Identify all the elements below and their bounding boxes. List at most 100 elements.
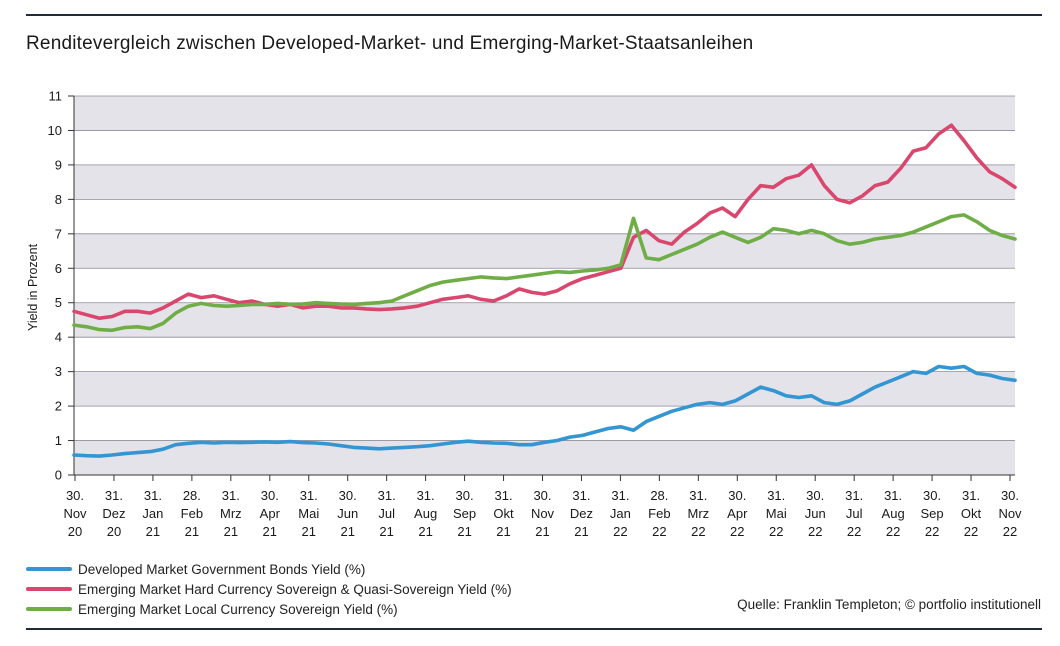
x-tick-label-line: 31. xyxy=(611,488,629,503)
x-tick-label-line: Apr xyxy=(727,506,748,521)
x-tick-label-line: Jan xyxy=(142,506,163,521)
x-tick-label-line: 21 xyxy=(457,524,471,539)
x-tick-label-line: 30. xyxy=(456,488,474,503)
x-tick-label-line: 31. xyxy=(105,488,123,503)
x-tick-label-line: 31. xyxy=(222,488,240,503)
x-tick-label-line: 31. xyxy=(572,488,590,503)
x-tick-label-line: 21 xyxy=(224,524,238,539)
x-tick-label-line: 31. xyxy=(378,488,396,503)
x-tick-label: 30. Nov 21 xyxy=(531,488,555,539)
x-tick-label-line: 31. xyxy=(884,488,902,503)
bottom-rule xyxy=(26,628,1042,630)
series-line-developed xyxy=(72,364,1017,458)
x-tick-label-line: 28. xyxy=(650,488,668,503)
y-tick-label: 4 xyxy=(55,330,62,345)
legend-item-developed: Developed Market Government Bonds Yield … xyxy=(26,559,512,579)
x-tick-label-line: Jul xyxy=(378,506,395,521)
x-tick-label-line: 21 xyxy=(496,524,510,539)
x-tick-label: 31. Okt 21 xyxy=(493,488,514,539)
x-tick-label-line: 31. xyxy=(144,488,162,503)
legend-item-em-hard: Emerging Market Hard Currency Sovereign … xyxy=(26,579,512,599)
x-tick-label-line: Dez xyxy=(570,506,593,521)
x-tick-label: 31. Aug 22 xyxy=(882,488,905,539)
x-tick-label: 28. Feb 22 xyxy=(648,488,670,539)
grid-band xyxy=(74,440,1015,475)
x-tick-label-line: 22 xyxy=(808,524,822,539)
series-line-em-hard xyxy=(72,123,1017,321)
y-tick-label: 3 xyxy=(55,364,62,379)
y-tick-label: 10 xyxy=(48,123,62,138)
x-tick-label-line: Jun xyxy=(805,506,826,521)
x-tick-label: 28. Feb 21 xyxy=(181,488,203,539)
x-tick-label-line: Mrz xyxy=(687,506,709,521)
legend-swatch-em-hard xyxy=(26,587,72,591)
x-tick-label-line: Sep xyxy=(453,506,476,521)
x-tick-label: 30. Sep 21 xyxy=(453,488,476,539)
x-tick-label-line: Nov xyxy=(63,506,87,521)
grid-band xyxy=(74,233,1015,269)
x-tick-label: 31. Mai 22 xyxy=(766,488,787,539)
legend: Developed Market Government Bonds Yield … xyxy=(26,559,512,619)
x-tick-label-line: 21 xyxy=(379,524,393,539)
x-tick-label-line: 31. xyxy=(495,488,513,503)
x-tick-label-line: 21 xyxy=(340,524,354,539)
grid-band xyxy=(74,406,1015,441)
x-tick-label-line: Aug xyxy=(414,506,437,521)
x-tick-label: 31. Mrz 21 xyxy=(220,488,242,539)
x-tick-label-line: 20 xyxy=(107,524,121,539)
grid-band xyxy=(74,96,1015,131)
x-tick-label: 30. Nov 20 xyxy=(63,488,87,539)
x-tick-label: 31. Jan 21 xyxy=(142,488,163,539)
x-tick-label: 30. Jun 22 xyxy=(805,488,826,539)
x-tick-label-line: 30. xyxy=(1001,488,1019,503)
y-tick-label: 1 xyxy=(55,433,62,448)
legend-swatch-em-local xyxy=(26,607,72,611)
x-tick-label-line: Feb xyxy=(181,506,203,521)
x-tick-label-line: Okt xyxy=(961,506,982,521)
x-tick-label: 31. Okt 22 xyxy=(961,488,982,539)
x-tick-label-line: 22 xyxy=(1003,524,1017,539)
x-tick-label-line: 21 xyxy=(185,524,199,539)
x-tick-label-line: 22 xyxy=(847,524,861,539)
grid-band xyxy=(74,199,1015,234)
y-tick-label: 5 xyxy=(55,295,62,310)
x-tick-label-line: Jun xyxy=(337,506,358,521)
x-tick-label: 31. Mrz 22 xyxy=(687,488,709,539)
y-tick-label: 6 xyxy=(55,261,62,276)
series-line-em-local xyxy=(72,213,1017,333)
x-tick-label: 31. Jul 21 xyxy=(378,488,396,539)
grid-band xyxy=(74,130,1015,165)
legend-label-em-hard: Emerging Market Hard Currency Sovereign … xyxy=(78,581,512,597)
legend-item-em-local: Emerging Market Local Currency Sovereign… xyxy=(26,599,512,619)
y-tick-label: 8 xyxy=(55,192,62,207)
grid-band xyxy=(74,337,1015,372)
x-tick-label: 30. Apr 21 xyxy=(260,488,281,539)
x-tick-label-line: 21 xyxy=(263,524,277,539)
x-tick-label-line: 30. xyxy=(339,488,357,503)
x-tick-label-line: 21 xyxy=(302,524,316,539)
x-tick-label-line: 31. xyxy=(845,488,863,503)
x-tick-label-line: 30. xyxy=(533,488,551,503)
x-tick-label-line: 20 xyxy=(68,524,82,539)
x-tick-label-line: 22 xyxy=(691,524,705,539)
x-tick-label: 31. Aug 21 xyxy=(414,488,437,539)
x-tick-label-line: 31. xyxy=(767,488,785,503)
x-tick-label-line: Jan xyxy=(610,506,631,521)
x-tick-label-line: 21 xyxy=(418,524,432,539)
x-tick-label-line: 28. xyxy=(183,488,201,503)
x-tick-label: 31. Dez 21 xyxy=(570,488,593,539)
x-tick-label: 31. Mai 21 xyxy=(298,488,319,539)
x-tick-label-line: Nov xyxy=(531,506,555,521)
legend-label-developed: Developed Market Government Bonds Yield … xyxy=(78,561,366,577)
y-axis-title: Yield in Prozent xyxy=(26,243,40,331)
x-tick-label-line: 22 xyxy=(730,524,744,539)
y-tick-label: 7 xyxy=(55,226,62,241)
x-tick-label-line: 30. xyxy=(66,488,84,503)
x-tick-label-line: 21 xyxy=(146,524,160,539)
grid-band xyxy=(74,164,1015,200)
top-rule xyxy=(26,14,1042,16)
x-tick-label: 30. Apr 22 xyxy=(727,488,748,539)
x-tick-label-line: Mai xyxy=(298,506,319,521)
x-tick-label-line: 22 xyxy=(613,524,627,539)
